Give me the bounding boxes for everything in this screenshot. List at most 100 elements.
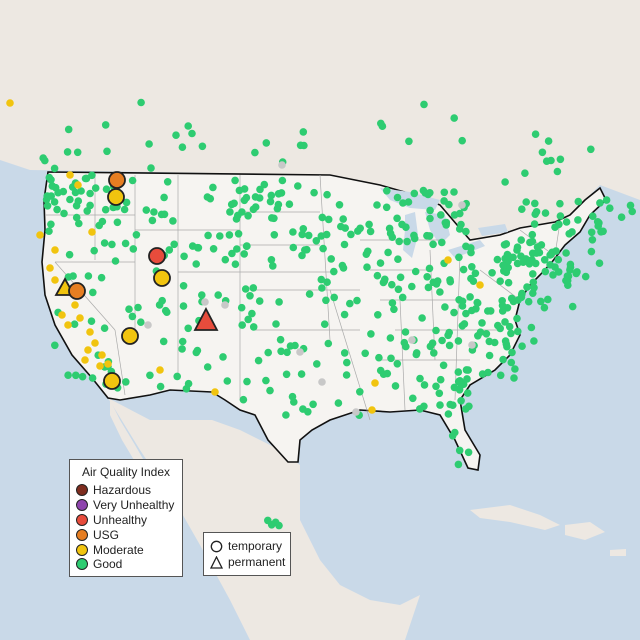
good-monitor-dot[interactable]: [517, 236, 525, 244]
good-monitor-dot[interactable]: [554, 255, 563, 264]
good-monitor-dot[interactable]: [420, 381, 429, 389]
good-monitor-dot[interactable]: [429, 240, 437, 249]
good-monitor-dot[interactable]: [454, 460, 463, 469]
good-monitor-dot[interactable]: [170, 240, 178, 249]
good-monitor-dot[interactable]: [230, 199, 238, 208]
good-monitor-dot[interactable]: [595, 219, 603, 227]
moderate-monitor-dot[interactable]: [211, 388, 219, 396]
good-monitor-dot[interactable]: [595, 259, 604, 268]
good-monitor-dot[interactable]: [288, 392, 297, 401]
good-monitor-dot[interactable]: [128, 312, 137, 321]
good-monitor-dot[interactable]: [266, 386, 274, 395]
good-monitor-dot[interactable]: [463, 375, 471, 383]
good-monitor-dot[interactable]: [544, 295, 552, 304]
good-monitor-dot[interactable]: [84, 272, 93, 280]
good-monitor-dot[interactable]: [244, 212, 252, 220]
moderate-monitor-dot[interactable]: [6, 99, 14, 107]
good-monitor-dot[interactable]: [541, 267, 550, 276]
good-monitor-dot[interactable]: [101, 205, 110, 214]
good-monitor-dot[interactable]: [81, 174, 90, 183]
good-monitor-dot[interactable]: [518, 342, 526, 351]
good-monitor-dot[interactable]: [69, 272, 77, 280]
good-monitor-dot[interactable]: [339, 215, 348, 223]
good-monitor-dot[interactable]: [445, 328, 454, 337]
good-monitor-dot[interactable]: [47, 176, 55, 184]
good-monitor-dot[interactable]: [241, 285, 250, 293]
good-monitor-dot[interactable]: [501, 178, 509, 186]
good-monitor-dot[interactable]: [262, 139, 271, 147]
good-monitor-dot[interactable]: [204, 231, 212, 240]
good-monitor-dot[interactable]: [51, 341, 59, 350]
moderate-monitor-dot[interactable]: [86, 328, 94, 336]
good-monitor-dot[interactable]: [234, 211, 242, 220]
good-monitor-dot[interactable]: [340, 349, 349, 357]
good-monitor-dot[interactable]: [276, 335, 285, 344]
good-monitor-dot[interactable]: [394, 255, 402, 263]
no-data-monitor-dot[interactable]: [278, 161, 286, 169]
good-monitor-dot[interactable]: [449, 401, 457, 410]
good-monitor-dot[interactable]: [410, 231, 418, 240]
good-monitor-dot[interactable]: [264, 348, 273, 357]
good-monitor-dot[interactable]: [312, 237, 321, 245]
good-monitor-dot[interactable]: [391, 382, 400, 390]
good-monitor-dot[interactable]: [278, 176, 287, 185]
good-monitor-dot[interactable]: [626, 201, 635, 210]
good-monitor-dot[interactable]: [283, 348, 291, 357]
good-monitor-dot[interactable]: [255, 297, 264, 305]
good-monitor-dot[interactable]: [122, 198, 131, 207]
moderate-monitor-dot[interactable]: [36, 231, 44, 239]
good-monitor-dot[interactable]: [235, 186, 244, 195]
good-monitor-dot[interactable]: [411, 267, 420, 276]
good-monitor-dot[interactable]: [426, 206, 434, 215]
good-monitor-dot[interactable]: [463, 389, 472, 397]
good-monitor-dot[interactable]: [441, 303, 449, 311]
good-monitor-dot[interactable]: [289, 243, 298, 252]
good-monitor-dot[interactable]: [523, 283, 531, 291]
good-monitor-dot[interactable]: [180, 252, 188, 261]
good-monitor-dot[interactable]: [121, 239, 130, 248]
good-monitor-dot[interactable]: [393, 214, 401, 223]
good-monitor-dot[interactable]: [95, 221, 103, 230]
good-monitor-dot[interactable]: [228, 249, 236, 258]
good-monitor-dot[interactable]: [387, 354, 395, 363]
good-monitor-dot[interactable]: [150, 208, 158, 216]
good-monitor-dot[interactable]: [450, 211, 459, 219]
good-monitor-dot[interactable]: [403, 237, 411, 246]
good-monitor-dot[interactable]: [273, 204, 282, 213]
good-monitor-dot[interactable]: [544, 137, 553, 145]
good-monitor-dot[interactable]: [510, 374, 518, 382]
good-monitor-dot[interactable]: [226, 208, 234, 216]
no-data-monitor-dot[interactable]: [221, 301, 229, 309]
good-monitor-dot[interactable]: [129, 245, 138, 253]
good-monitor-dot[interactable]: [313, 360, 321, 368]
moderate-monitor-dot[interactable]: [71, 301, 79, 309]
monitor-marker-moderate-idaho[interactable]: [107, 188, 125, 206]
good-monitor-dot[interactable]: [493, 255, 502, 264]
good-monitor-dot[interactable]: [122, 378, 130, 386]
good-monitor-dot[interactable]: [50, 198, 59, 206]
good-monitor-dot[interactable]: [60, 209, 68, 218]
good-monitor-dot[interactable]: [209, 245, 218, 253]
good-monitor-dot[interactable]: [267, 191, 276, 200]
good-monitor-dot[interactable]: [531, 259, 540, 268]
good-monitor-dot[interactable]: [353, 296, 361, 305]
good-monitor-dot[interactable]: [455, 446, 464, 455]
good-monitor-dot[interactable]: [158, 296, 166, 305]
good-monitor-dot[interactable]: [446, 277, 455, 286]
good-monitor-dot[interactable]: [581, 272, 590, 281]
good-monitor-dot[interactable]: [365, 220, 373, 229]
good-monitor-dot[interactable]: [459, 265, 468, 274]
good-monitor-dot[interactable]: [214, 291, 222, 299]
good-monitor-dot[interactable]: [242, 193, 251, 202]
monitor-marker-usg-california[interactable]: [68, 282, 86, 300]
good-monitor-dot[interactable]: [524, 297, 533, 306]
good-monitor-dot[interactable]: [469, 277, 478, 286]
good-monitor-dot[interactable]: [574, 216, 582, 224]
good-monitor-dot[interactable]: [522, 198, 530, 206]
good-monitor-dot[interactable]: [587, 247, 596, 256]
good-monitor-dot[interactable]: [192, 260, 200, 268]
good-monitor-dot[interactable]: [173, 372, 181, 381]
good-monitor-dot[interactable]: [531, 199, 539, 208]
good-monitor-dot[interactable]: [231, 176, 239, 185]
good-monitor-dot[interactable]: [529, 278, 538, 287]
